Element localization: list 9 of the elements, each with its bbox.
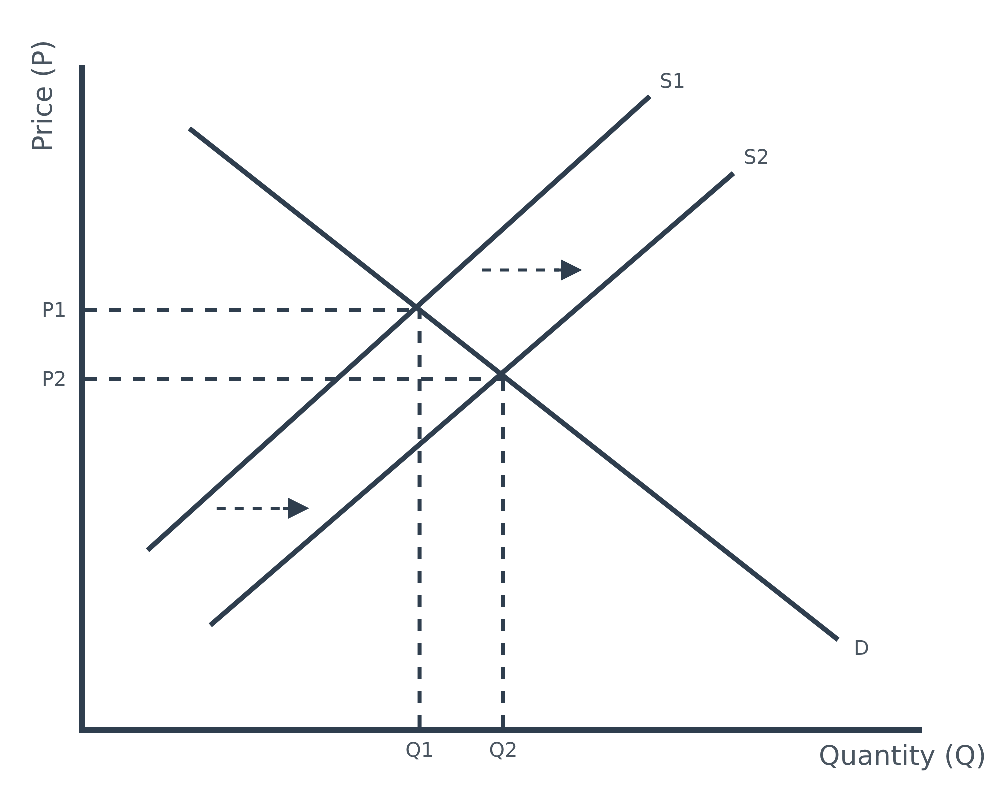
x-tick-label: Q2 [489,738,518,762]
text: P2 [42,367,67,391]
x-axis-title: Quantity (Q) [819,741,987,772]
series-label: S2 [744,145,770,169]
x-tick-label: Q1 [406,738,434,762]
series-label: S1 [660,69,686,93]
text: P1 [42,298,67,322]
y-axis-title: Price (P) [28,40,59,152]
series-label: D [854,636,870,660]
